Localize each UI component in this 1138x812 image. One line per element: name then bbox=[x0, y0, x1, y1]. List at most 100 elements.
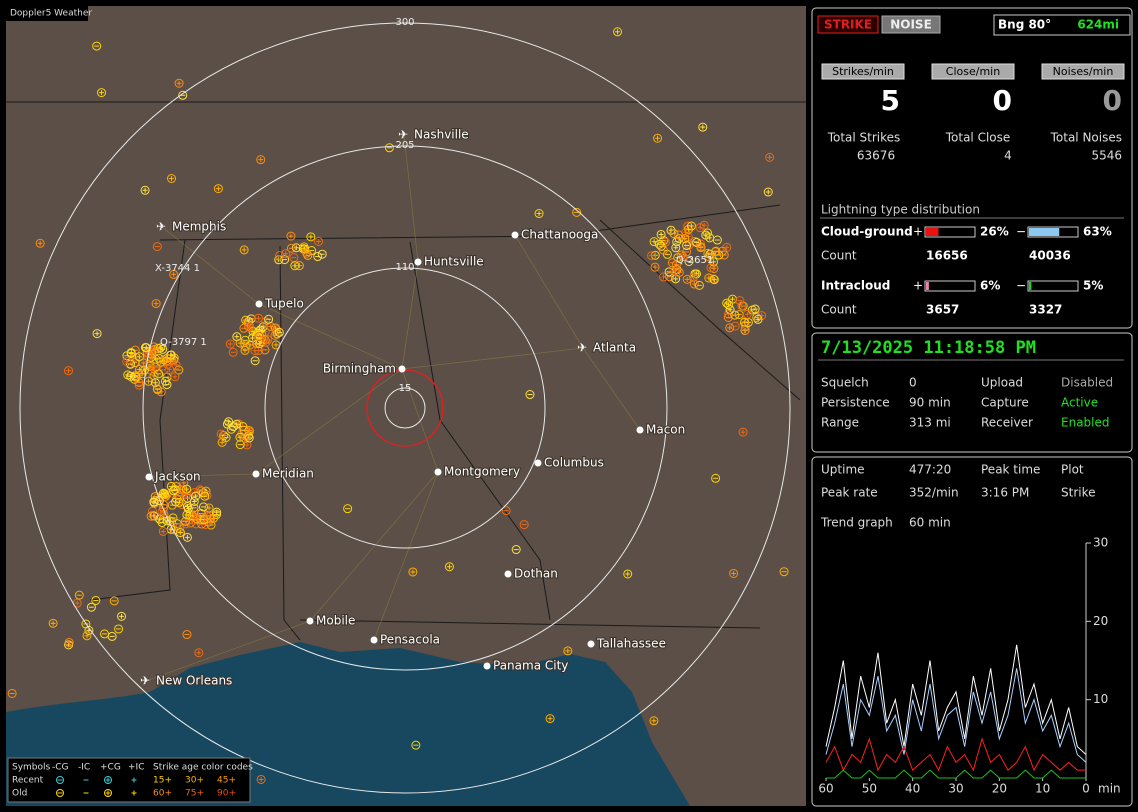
strike-symbol-sign bbox=[272, 325, 278, 331]
mode-button-label: NOISE bbox=[890, 18, 932, 32]
strike-symbol-sign bbox=[184, 486, 190, 492]
strike-symbol bbox=[730, 321, 740, 331]
strike-symbol bbox=[160, 489, 170, 499]
count-value: 3327 bbox=[1029, 303, 1062, 317]
strike-symbol bbox=[695, 223, 705, 233]
strike-symbol bbox=[158, 526, 168, 536]
strike-symbol-sign bbox=[37, 240, 43, 246]
strike-symbol bbox=[650, 262, 660, 272]
strike-symbol bbox=[519, 520, 529, 530]
ring-label: 205 bbox=[395, 140, 414, 151]
city-dot bbox=[398, 365, 406, 373]
rate-button[interactable] bbox=[931, 63, 1015, 80]
y-tick-label: 20 bbox=[1093, 614, 1108, 628]
strike-symbol-sign bbox=[124, 359, 130, 365]
strike-symbol bbox=[48, 618, 58, 628]
strike-symbol bbox=[671, 243, 681, 253]
strike-symbol bbox=[250, 346, 260, 356]
strike-symbol bbox=[649, 716, 659, 726]
strike-symbol bbox=[501, 506, 511, 516]
strike-symbol bbox=[181, 516, 191, 526]
strike-symbol bbox=[250, 356, 260, 366]
pct-frame bbox=[924, 280, 976, 292]
strike-symbol-sign bbox=[184, 512, 190, 518]
strike-symbol-sign bbox=[157, 345, 163, 351]
strike-symbol-sign bbox=[672, 268, 678, 274]
strike-symbol-sign bbox=[288, 233, 294, 239]
strike-symbol bbox=[116, 611, 126, 621]
x-tick-label: 10 bbox=[1035, 782, 1050, 796]
strike-symbol-sign bbox=[143, 345, 149, 351]
strike-symbol bbox=[169, 486, 179, 496]
rate-value: 5 bbox=[881, 84, 900, 117]
strike-symbol bbox=[254, 313, 264, 323]
legend-row-label: Old bbox=[12, 789, 27, 799]
strike-symbol bbox=[149, 371, 159, 381]
total-label: Total Noises bbox=[1050, 131, 1122, 145]
strike-symbol bbox=[177, 500, 187, 510]
station-marker: X-3744 1 bbox=[155, 263, 200, 274]
strike-symbol-sign bbox=[710, 276, 716, 282]
city-dot bbox=[414, 258, 422, 266]
strike-symbol bbox=[182, 630, 192, 640]
strike-symbol bbox=[149, 497, 159, 507]
city-label: Columbus bbox=[544, 456, 604, 470]
strike-symbol bbox=[126, 371, 136, 381]
strike-symbol bbox=[656, 229, 666, 239]
range-rings: 300 205 110 15 bbox=[19, 17, 791, 794]
legend-header: Strike age color codes bbox=[153, 763, 253, 773]
strike-symbol-sign bbox=[711, 259, 717, 265]
city-dot bbox=[434, 468, 442, 476]
airport-icon: ✈ bbox=[156, 220, 166, 234]
strike-symbol bbox=[384, 143, 394, 153]
strike-symbol bbox=[149, 344, 159, 354]
city-label: New Orleans bbox=[156, 674, 232, 688]
strike-symbol-sign bbox=[176, 80, 182, 86]
strike-symbol bbox=[256, 155, 266, 165]
strike-symbol bbox=[151, 299, 161, 309]
distance: 624mi bbox=[1077, 18, 1119, 32]
strike-symbol bbox=[656, 241, 666, 251]
map-legend: Symbols -CG -IC +CG +IC Strike age color code… bbox=[7, 757, 253, 803]
strike-symbol bbox=[92, 41, 102, 51]
rate-button[interactable] bbox=[821, 63, 905, 80]
strike-symbol bbox=[666, 225, 676, 235]
strike-symbol bbox=[649, 237, 659, 247]
strike-symbol-sign bbox=[296, 263, 302, 269]
strike-symbol bbox=[195, 485, 205, 495]
mode-button[interactable] bbox=[881, 15, 941, 34]
sign: + bbox=[913, 279, 923, 293]
strike-symbol-sign bbox=[151, 346, 157, 352]
strike-symbol-sign bbox=[219, 439, 225, 445]
strike-symbol-sign bbox=[625, 571, 631, 577]
strike-symbol bbox=[239, 245, 249, 255]
pct-frame bbox=[924, 226, 976, 238]
strike-symbol bbox=[245, 322, 255, 332]
strike-symbol bbox=[244, 433, 254, 443]
strike-symbol bbox=[122, 357, 132, 367]
strike-symbol-sign bbox=[99, 90, 105, 96]
strike-symbol bbox=[82, 631, 92, 641]
rate-button[interactable] bbox=[1041, 63, 1125, 80]
strike-symbol bbox=[134, 380, 144, 390]
cities: ✈ Nashville ✈ Memphis Chattanooga Huntsville T… bbox=[140, 127, 713, 689]
strike-symbol bbox=[686, 221, 696, 231]
strike-symbol-sign bbox=[410, 569, 416, 575]
strike-symbol bbox=[563, 646, 573, 656]
strike-symbol-sign bbox=[66, 639, 72, 645]
strike-symbol bbox=[511, 545, 521, 555]
legend-symbol bbox=[104, 789, 112, 797]
strike-symbol bbox=[274, 327, 284, 337]
strike-symbol-sign bbox=[649, 253, 655, 259]
strike-symbol bbox=[114, 624, 124, 634]
strike-symbol-sign bbox=[84, 633, 90, 639]
strike-symbol-sign bbox=[139, 371, 145, 377]
legend-header: +CG bbox=[100, 763, 121, 773]
rate-label: Strikes/min bbox=[832, 65, 894, 78]
mode-button[interactable] bbox=[817, 15, 879, 34]
x-tick-label: 0 bbox=[1082, 782, 1090, 796]
ring-label: 15 bbox=[399, 383, 412, 394]
strike-symbol bbox=[737, 301, 747, 311]
strike-symbol bbox=[261, 317, 271, 327]
strike-symbol bbox=[688, 273, 698, 283]
